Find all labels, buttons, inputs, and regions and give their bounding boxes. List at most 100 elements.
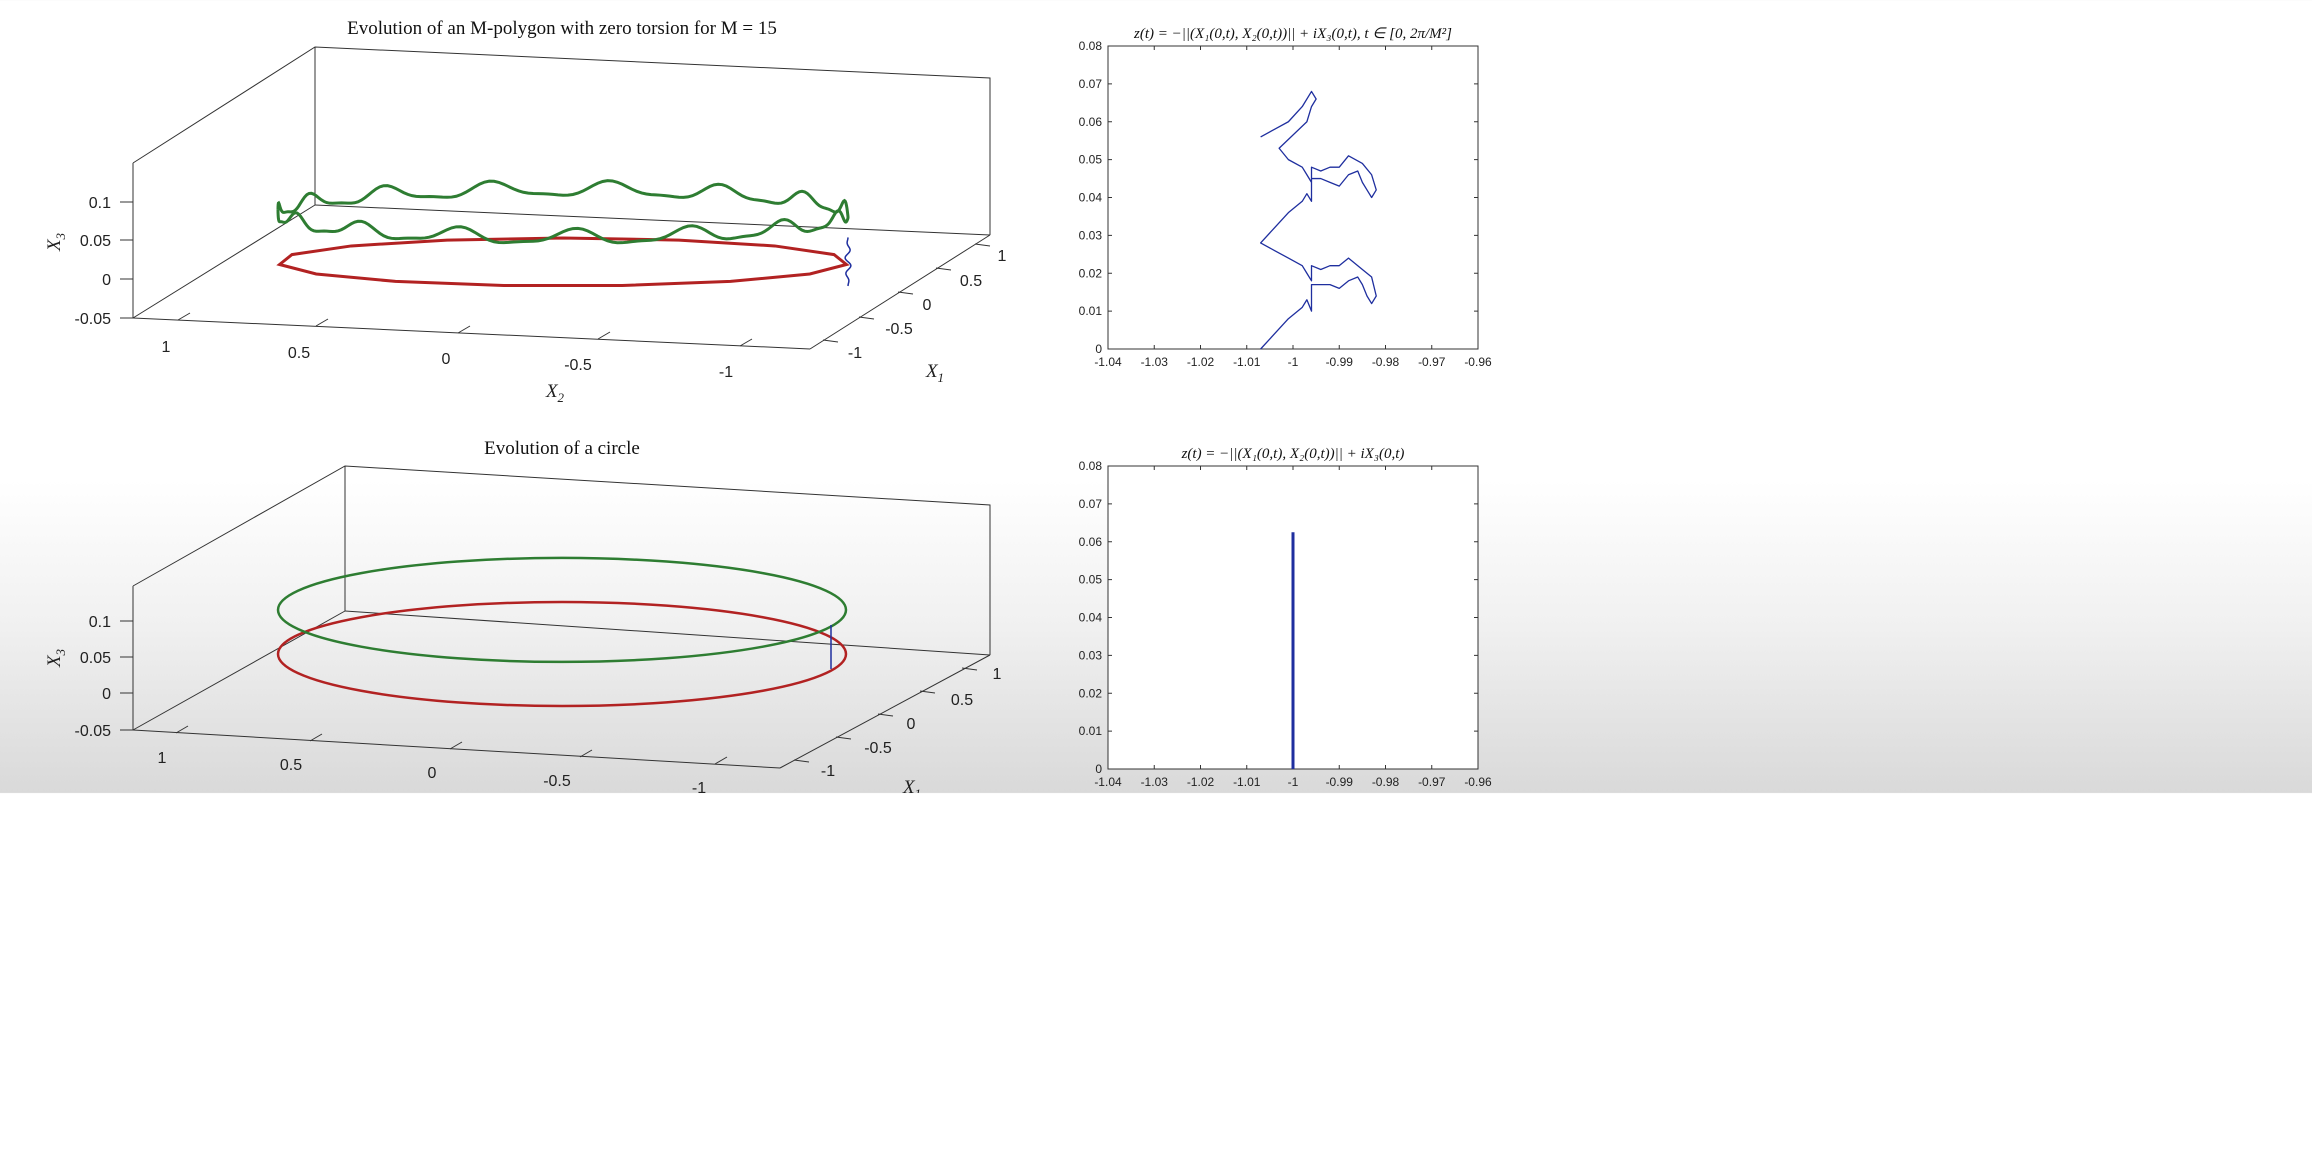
x2-tick-label: -1 [692,780,706,793]
x-tick-label: -1.02 [1187,775,1215,789]
x1-tick [919,690,936,694]
x3-tick-label: 0.1 [89,195,111,212]
x2-tick [449,741,463,750]
x2-tick-label: -0.5 [564,357,592,374]
x2-tick [597,331,611,340]
x3-tick-label: 0 [102,272,111,289]
x2-tick [739,338,753,347]
svg-text:X3: X3 [44,648,68,668]
trajectory-series [1259,90,1377,350]
y-tick-label: 0.04 [1079,611,1103,625]
y-tick-label: 0.02 [1079,686,1103,700]
x1-tick [822,339,839,343]
circle-curve [276,556,848,664]
plot-title: z(t) = −||(X₁(0,t), X₂(0,t))|| + iX₃(0,t… [1181,446,1405,462]
x2-tick [315,318,329,327]
polygon-curve [276,236,850,287]
x2-tick [579,749,593,758]
y-tick-label: 0.03 [1079,648,1103,662]
x2-tick [175,725,189,734]
circle-curve [276,600,848,708]
y-tick-label: 0.06 [1079,115,1103,129]
y-tick-label: 0.01 [1079,304,1103,318]
x1-axis-label: X1 [925,361,944,385]
x3-axis-label: X3 [44,232,68,252]
3d-plot-polygon: Evolution of an M-polygon with zero tors… [44,18,1007,405]
x2-tick [714,756,728,765]
x1-tick-label: -1 [821,763,835,780]
box-back-wall [132,465,991,655]
x1-tick [858,316,875,320]
2d-plot-polygon-trajectory: z(t) = −||(X₁(0,t), X₂(0,t))|| + iX₃(0,t… [1079,26,1492,369]
y-tick-label: 0.03 [1079,228,1103,242]
y-tick-label: 0.04 [1079,191,1103,205]
x-tick-label: -1.03 [1141,355,1169,369]
x2-tick-label: -0.5 [543,773,571,790]
x2-tick [457,325,471,334]
box-back-bottom [314,204,991,236]
x2-tick [177,312,191,321]
x1-tick [961,667,978,671]
figure-canvas: Evolution of an M-polygon with zero tors… [44,18,1492,793]
x-tick-label: -1.02 [1187,355,1215,369]
x1-tick-label: 0 [923,297,932,314]
x1-tick-label: 1 [998,248,1007,265]
x3-tick-label: 0.05 [80,650,111,667]
y-tick-label: 0 [1095,762,1102,776]
x1-tick [877,713,894,717]
x2-tick-label: 1 [158,750,167,767]
x3-axis-label: X3 [44,648,68,668]
x-tick-label: -0.96 [1464,775,1492,789]
x2-axis-label: X2 [545,381,565,405]
x1-tick-label: 0 [907,716,916,733]
x1-tick-label: -0.5 [864,740,892,757]
plot-area [1107,45,1479,350]
x2-tick-label: -1 [719,364,733,381]
x2-axis-line [132,317,811,350]
x2-tick-label: 0 [442,351,451,368]
y-tick-label: 0.07 [1079,497,1103,511]
box-back-bottom [344,610,991,656]
plot-title: z(t) = −||(X₁(0,t), X₂(0,t))|| + iX₃(0,t… [1133,26,1452,42]
y-tick-label: 0.05 [1079,573,1103,587]
y-tick-label: 0.07 [1079,77,1103,91]
x1-tick-label: 1 [993,666,1002,683]
x2-tick [309,733,323,742]
x2-tick-label: 0 [428,765,437,782]
x3-tick-label: 0.1 [89,614,111,631]
x-tick-label: -1 [1288,775,1299,789]
x-tick-label: -0.98 [1372,355,1400,369]
x-tick-label: -1 [1288,355,1299,369]
x1-tick-label: 0.5 [960,273,982,290]
x-tick-label: -1.04 [1094,355,1122,369]
x-tick-label: -0.97 [1418,775,1446,789]
svg-text:X3: X3 [44,232,68,252]
x-tick-label: -0.99 [1326,775,1354,789]
x1-tick [935,267,952,271]
x-tick-label: -0.97 [1418,355,1446,369]
y-tick-label: 0.08 [1079,459,1103,473]
y-tick-label: 0.02 [1079,266,1103,280]
x1-tick [835,736,852,740]
x2-tick-label: 1 [162,339,171,356]
x1-axis-label: X1 [902,777,921,793]
x1-tick-label: -1 [848,345,862,362]
x2-tick-label: 0.5 [280,757,302,774]
x1-axis-line [779,654,991,769]
3d-plot-circle: Evolution of a circle 0.1 0.05 0 -0.05 X… [44,438,1002,793]
box-back-wall [132,46,991,235]
x-tick-label: -0.98 [1372,775,1400,789]
x1-tick-label: 0.5 [951,692,973,709]
x-tick-label: -1.04 [1094,775,1122,789]
y-tick-label: 0.05 [1079,153,1103,167]
plot-title: Evolution of an M-polygon with zero tors… [347,18,777,39]
x-tick-label: -1.03 [1141,775,1169,789]
x2-axis-line [132,729,781,769]
2d-plot-circle-trajectory: z(t) = −||(X₁(0,t), X₂(0,t))|| + iX₃(0,t… [1079,446,1492,789]
y-tick-label: 0.06 [1079,535,1103,549]
plot-title: Evolution of a circle [484,438,640,459]
y-tick-label: 0 [1095,342,1102,356]
x1-tick [974,243,991,247]
x3-tick-label: -0.05 [75,723,112,740]
x-tick-label: -1.01 [1233,355,1261,369]
